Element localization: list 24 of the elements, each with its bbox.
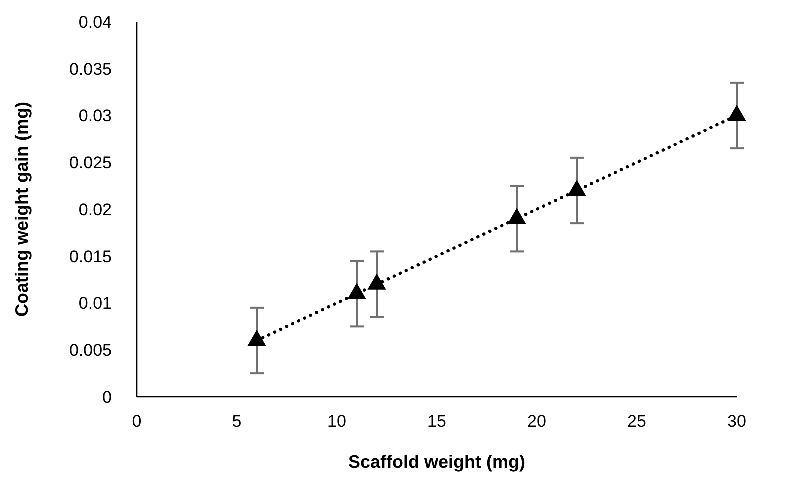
y-tick-label: 0.035 [69,60,112,79]
point [368,274,386,290]
x-tick-label: 25 [628,412,646,431]
y-tick-label: 0.01 [78,294,112,314]
y-tick-label: 0.005 [69,341,112,360]
point [728,105,746,122]
y-axis-title: Coating weight gain (mg) [12,102,32,317]
y-tick-label: 0.015 [69,247,112,266]
y-tick-label: 0.02 [78,200,112,220]
point [248,330,266,346]
x-tick-label: 30 [728,412,746,431]
y-tick-label: 0.025 [69,154,112,173]
x-tick-label: 15 [428,412,446,431]
x-tick-label: 10 [328,412,346,431]
x-axis-title: Scaffold weight (mg) [348,452,526,472]
point [508,208,526,224]
y-tick-label: 0.04 [78,12,112,32]
y-tick-label: 0 [102,388,112,407]
x-tick-label: 20 [528,412,546,431]
point [348,283,366,300]
x-tick-label: 5 [232,412,242,431]
point [568,180,586,196]
x-tick-label: 0 [132,412,142,431]
y-tick-label: 0.03 [78,106,112,126]
